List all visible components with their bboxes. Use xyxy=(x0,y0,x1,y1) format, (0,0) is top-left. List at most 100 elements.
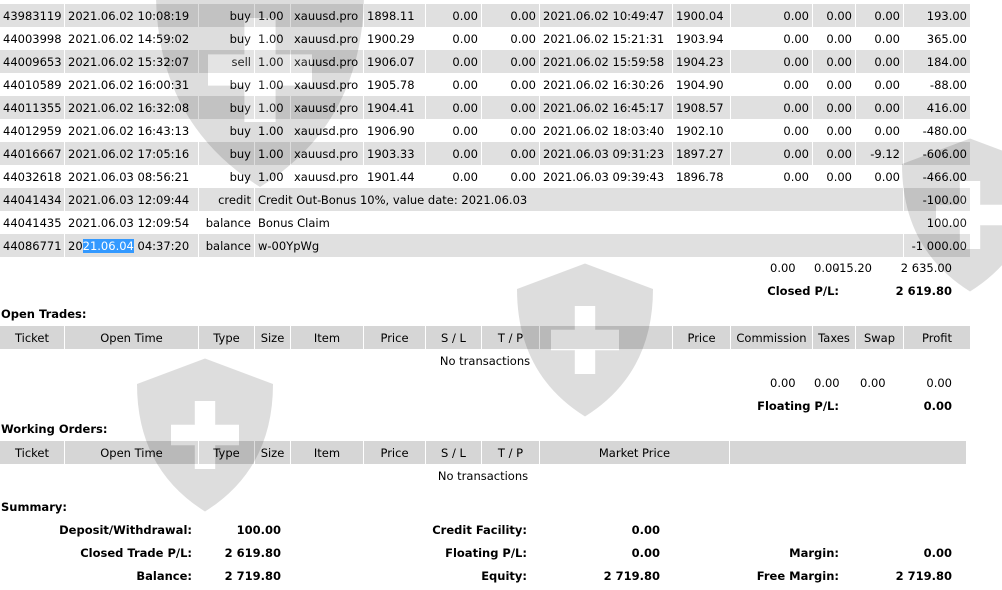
cell-close-time: 2021.06.02 10:49:47 xyxy=(540,4,672,27)
cell-commission: 0.00 xyxy=(731,142,812,165)
text: 04:37:20 xyxy=(133,238,190,253)
cell-close-time: 2021.06.02 18:03:40 xyxy=(543,123,665,138)
cell-tp: 0.00 xyxy=(510,169,536,184)
cell-size: 1.00 xyxy=(255,96,290,119)
cell-open-time: 2021.06.02 16:43:13 xyxy=(68,123,190,138)
deposit-value: 100.00 xyxy=(236,523,281,537)
summary-floating-label: Floating P/L: xyxy=(445,546,527,560)
text: 20 xyxy=(68,238,83,253)
cell-ticket: 44041435 xyxy=(3,215,62,230)
cell-swap: -9.12 xyxy=(856,142,903,165)
closed-totals-profit: 2 635.00 xyxy=(900,261,952,275)
cell-size: 1.00 xyxy=(258,31,284,46)
cell-tp: 0.00 xyxy=(482,50,539,73)
cell-close-price: 1904.90 xyxy=(676,77,724,92)
cell-price: 1905.78 xyxy=(367,77,415,92)
cell-profit: -606.00 xyxy=(904,142,970,165)
cell-close-price: 1903.94 xyxy=(676,31,724,46)
cell-open-time: 2021.06.02 14:59:02 xyxy=(68,31,190,46)
cell-profit: 365.00 xyxy=(926,31,967,46)
closed-totals-commission: 0.00 xyxy=(770,261,796,275)
cell-taxes: 0.00 xyxy=(826,123,852,138)
cell-comment: Credit Out-Bonus 10%, value date: 2021.0… xyxy=(255,188,903,211)
credit-value: 0.00 xyxy=(631,523,660,537)
column-header: Type xyxy=(199,326,254,349)
open-totals-commission: 0.00 xyxy=(770,376,796,390)
cell-type: balance xyxy=(199,234,254,257)
cell-swap: 0.00 xyxy=(856,4,903,27)
column-header: Type xyxy=(199,441,254,464)
trade-row: 44016667 2021.06.02 17:05:16 buy 1.00 xauusd… xyxy=(0,142,970,165)
cell-item: xauusd.pro xyxy=(294,77,359,92)
cell-profit: -88.00 xyxy=(929,77,967,92)
cell-item: xauusd.pro xyxy=(294,169,359,184)
cell-size: 1.00 xyxy=(255,50,290,73)
cell-commission: 0.00 xyxy=(731,4,812,27)
cell-item: xauusd.pro xyxy=(294,31,359,46)
cell-profit: -1 000.00 xyxy=(904,234,970,257)
open-totals-swap: 0.00 xyxy=(860,376,886,390)
cell-ticket: 44003998 xyxy=(3,31,62,46)
column-header: Ticket xyxy=(0,326,64,349)
column-header: Price xyxy=(364,441,425,464)
trade-row: 44011355 2021.06.02 16:32:08 buy 1.00 xauusd… xyxy=(0,96,970,119)
cell-open-time: 2021.06.02 16:32:08 xyxy=(65,96,198,119)
cell-type: buy xyxy=(229,123,251,138)
trade-row: 44032618 2021.06.03 08:56:21 buy 1.00 xauusd… xyxy=(0,165,970,188)
cell-close-time: 2021.06.03 09:31:23 xyxy=(540,142,672,165)
cell-ticket: 43983119 xyxy=(0,4,64,27)
cell-swap: 0.00 xyxy=(874,123,900,138)
column-header xyxy=(730,441,966,464)
balance-label: Balance: xyxy=(136,569,192,583)
cell-size: 1.00 xyxy=(258,77,284,92)
cell-sl: 0.00 xyxy=(452,77,478,92)
cell-type: buy xyxy=(199,142,254,165)
equity-label: Equity: xyxy=(481,569,527,583)
open-totals-profit: 0.00 xyxy=(926,376,952,390)
column-header: Taxes xyxy=(813,326,855,349)
cell-size: 1.00 xyxy=(258,169,284,184)
cell-taxes: 0.00 xyxy=(813,4,855,27)
trade-row: 44003998 2021.06.02 14:59:02 buy 1.00 xauusd… xyxy=(0,27,970,50)
cell-commission: 0.00 xyxy=(783,77,809,92)
closed-trade-pl-label: Closed Trade P/L: xyxy=(80,546,192,560)
column-header xyxy=(540,326,672,349)
cell-close-time: 2021.06.02 15:59:58 xyxy=(540,50,672,73)
cell-sl: 0.00 xyxy=(426,50,481,73)
cell-swap: 0.00 xyxy=(874,169,900,184)
closed-trade-pl-value: 2 619.80 xyxy=(224,546,281,560)
cell-type: balance xyxy=(205,215,251,230)
cell-commission: 0.00 xyxy=(731,96,812,119)
column-header: Profit xyxy=(904,326,970,349)
free-margin-value: 2 719.80 xyxy=(895,569,952,583)
closed-pl-value: 2 619.80 xyxy=(895,284,952,298)
cell-sl: 0.00 xyxy=(452,123,478,138)
cell-item: xauusd.pro xyxy=(291,96,363,119)
cell-profit: -100.00 xyxy=(904,188,970,211)
cell-type: credit xyxy=(199,188,254,211)
cell-profit: 100.00 xyxy=(926,215,967,230)
cell-sl: 0.00 xyxy=(452,31,478,46)
cell-profit: 416.00 xyxy=(904,96,970,119)
floating-pl-value: 0.00 xyxy=(923,399,952,413)
cell-close-price: 1902.10 xyxy=(676,123,724,138)
cell-taxes: 0.00 xyxy=(826,31,852,46)
balance-row: 44086771 2021.06.04 04:37:20 balance w-00Yp… xyxy=(0,234,970,257)
column-header: Open Time xyxy=(65,441,198,464)
open-totals-taxes: 0.00 xyxy=(814,376,840,390)
cell-item: xauusd.pro xyxy=(294,123,359,138)
column-header: T / P xyxy=(482,441,539,464)
deposit-label: Deposit/Withdrawal: xyxy=(59,523,192,537)
trade-row: 44012959 2021.06.02 16:43:13 buy 1.00 xauusd… xyxy=(0,119,970,142)
cell-type: buy xyxy=(229,77,251,92)
trade-row: 44009653 2021.06.02 15:32:07 sell 1.00 xauus… xyxy=(0,50,970,73)
cell-price: 1903.33 xyxy=(364,142,425,165)
column-header: Commission xyxy=(731,326,812,349)
cell-open-time: 2021.06.02 10:08:19 xyxy=(65,4,198,27)
cell-price: 1900.29 xyxy=(367,31,415,46)
cell-swap: 0.00 xyxy=(874,77,900,92)
cell-open-time: 2021.06.03 08:56:21 xyxy=(68,169,190,184)
working-orders-title: Working Orders: xyxy=(1,422,108,436)
cell-ticket: 44009653 xyxy=(0,50,64,73)
